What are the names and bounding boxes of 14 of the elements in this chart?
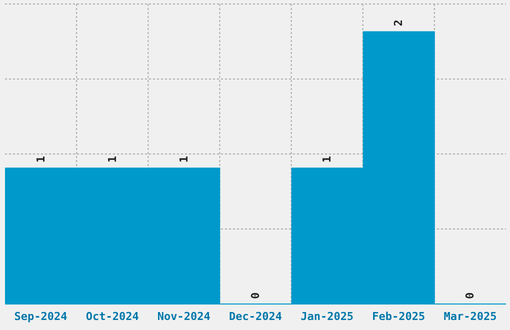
- data-label: 1: [34, 156, 48, 163]
- x-tick-label: Dec-2024: [229, 310, 282, 323]
- data-label: 1: [320, 156, 334, 163]
- x-tick-label: Mar-2025: [444, 310, 497, 323]
- data-label: 2: [392, 20, 406, 26]
- data-label: 1: [106, 156, 119, 163]
- x-tick-label: Jan-2025: [300, 310, 354, 323]
- x-tick-label: Feb-2025: [372, 310, 426, 323]
- data-label: 0: [249, 292, 262, 299]
- x-tick-label: Oct-2024: [86, 310, 140, 323]
- x-tick-label: Nov-2024: [157, 310, 211, 323]
- data-label: 1: [177, 156, 190, 163]
- data-label: 0: [464, 292, 477, 299]
- x-tick-label: Sep-2024: [14, 310, 68, 323]
